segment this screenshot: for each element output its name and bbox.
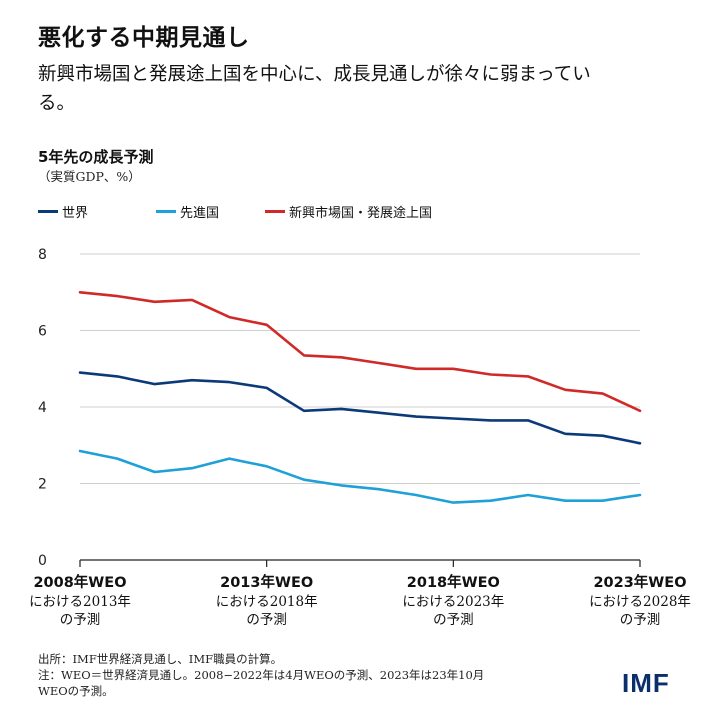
legend-swatch-advanced bbox=[156, 210, 177, 213]
legend-item-emerging: 新興市場国・発展途上国 bbox=[265, 202, 432, 221]
y-tick-label: 2 bbox=[38, 477, 47, 493]
legend-swatch-world bbox=[38, 210, 58, 213]
x-tick-sublabel: における2028年 bbox=[589, 594, 691, 610]
x-tick-label: 2018年WEO bbox=[407, 573, 500, 591]
page-title: 悪化する中期見通し bbox=[38, 25, 250, 51]
x-tick-sublabel: の予測 bbox=[60, 612, 101, 628]
x-tick-label: 2023年WEO bbox=[593, 573, 686, 591]
legend-swatch-emerging bbox=[265, 210, 286, 213]
x-tick-label: 2008年WEO bbox=[33, 573, 126, 591]
legend-item-world: 世界 bbox=[38, 202, 88, 221]
x-tick-sublabel: の予測 bbox=[246, 612, 287, 628]
x-tick-sublabel: の予測 bbox=[620, 612, 661, 628]
legend-item-advanced: 先進国 bbox=[156, 202, 219, 221]
footer-note-line2: WEOの予測。 bbox=[38, 684, 114, 698]
x-tick-sublabel: における2013年 bbox=[29, 594, 131, 610]
footer-note-line1: 注：WEO＝世界経済見通し。2008−2022年は4月WEOの予測、2023年は… bbox=[38, 668, 485, 682]
chart-legend: 世界 先進国 新興市場国・発展途上国 bbox=[38, 202, 460, 221]
line-chart: 024682008年WEOにおける2013年の予測2013年WEOにおける201… bbox=[29, 247, 691, 628]
y-tick-label: 6 bbox=[38, 324, 47, 340]
x-tick-label: 2013年WEO bbox=[220, 573, 313, 591]
x-tick-sublabel: の予測 bbox=[433, 612, 474, 628]
footer-notes: 出所：IMF世界経済見通し、IMF職員の計算。 注：WEO＝世界経済見通し。20… bbox=[38, 651, 484, 699]
legend-label-advanced: 先進国 bbox=[180, 206, 220, 221]
series-line-advanced bbox=[78, 449, 642, 504]
y-tick-label: 8 bbox=[38, 247, 47, 263]
x-tick-sublabel: における2023年 bbox=[402, 594, 504, 610]
series-line-world bbox=[78, 371, 642, 445]
y-tick-label: 0 bbox=[38, 553, 47, 569]
chart-unit-label: （実質GDP、%） bbox=[38, 169, 141, 184]
series-line-emerging bbox=[78, 290, 642, 413]
legend-label-world: 世界 bbox=[62, 206, 89, 221]
y-tick-label: 4 bbox=[38, 400, 47, 416]
page-subtitle: 新興市場国と発展途上国を中心に、成長見通しが徐々に弱まっている。 bbox=[38, 64, 591, 114]
x-tick-sublabel: における2018年 bbox=[216, 594, 318, 610]
imf-logo: IMF bbox=[622, 668, 670, 698]
footer-source: 出所：IMF世界経済見通し、IMF職員の計算。 bbox=[38, 652, 283, 666]
legend-label-emerging: 新興市場国・発展途上国 bbox=[289, 206, 433, 221]
chart-title: 5年先の成長予測 bbox=[38, 148, 154, 166]
